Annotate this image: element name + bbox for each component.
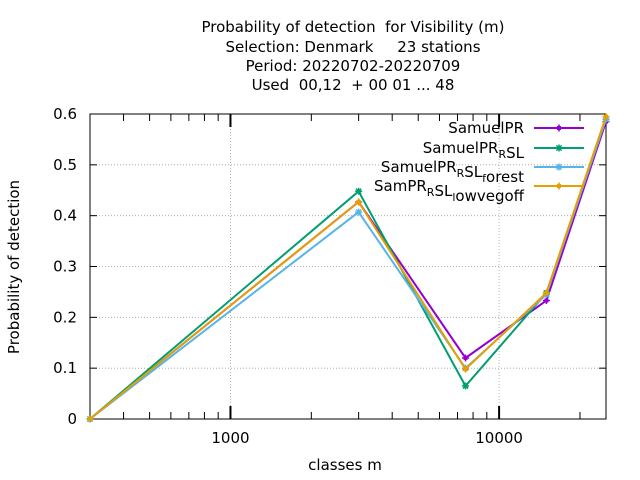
axes: 0 0.1 0.2 0.3 0.4 0.5 0.6 1000 10000 (53, 105, 607, 447)
data-point (602, 113, 610, 121)
chart-title-line-2: Selection: Denmark 23 stations (225, 38, 481, 56)
series-line (89, 116, 607, 420)
data-point (555, 144, 563, 152)
x-tick-label: 10000 (475, 429, 523, 447)
data-point (355, 208, 363, 216)
data-point (462, 354, 470, 362)
legend-label: SamuelPRRSLforest (381, 158, 524, 186)
legend-label: SamuelPRRSL (423, 139, 525, 162)
series-0 (86, 118, 610, 423)
data-point (555, 124, 563, 132)
data-point (462, 382, 470, 390)
chart-title-line-4: Used 00,12 + 00 01 ... 48 (251, 76, 455, 94)
data-point (355, 187, 363, 195)
y-tick-label: 0.2 (53, 308, 77, 326)
series-line (89, 118, 607, 420)
grid (90, 114, 606, 419)
series-2 (86, 115, 610, 423)
plot-frame (89, 113, 607, 420)
series-layer (86, 113, 610, 423)
legend-label: SamPRRSLlowvegoff (374, 177, 525, 205)
x-axis-label: classes m (308, 456, 382, 474)
series-line (89, 118, 607, 420)
series-1 (86, 115, 610, 423)
y-tick-label: 0.6 (53, 105, 77, 123)
legend-item-0: SamuelPR (448, 119, 584, 137)
legend: SamuelPR SamuelPRRSLSamuelPRRSLforestSamP… (374, 119, 584, 205)
legend-item-3: SamPRRSLlowvegoff (374, 177, 584, 205)
data-point (542, 289, 550, 297)
y-tick-label: 0 (67, 410, 77, 428)
y-axis-label: Probability of detection (5, 180, 23, 354)
data-point (555, 163, 563, 171)
legend-item-1: SamuelPRRSL (423, 139, 584, 162)
chart-title-line-1: Probability of detection for Visibility … (201, 18, 505, 36)
series-3 (86, 113, 610, 423)
data-point (462, 365, 470, 373)
series-line (89, 121, 607, 420)
data-point (355, 198, 363, 206)
data-point (542, 297, 550, 305)
y-tick-label: 0.4 (53, 207, 77, 225)
y-tick-label: 0.3 (53, 258, 77, 276)
chart-title-line-3: Period: 20220702-20220709 (245, 57, 461, 75)
y-tick-label: 0.1 (53, 359, 77, 377)
legend-label: SamuelPR (448, 119, 524, 137)
legend-item-2: SamuelPRRSLforest (381, 158, 584, 186)
data-point (555, 182, 563, 190)
x-tick-label: 1000 (211, 429, 249, 447)
data-point (86, 415, 94, 423)
y-tick-label: 0.5 (53, 156, 77, 174)
